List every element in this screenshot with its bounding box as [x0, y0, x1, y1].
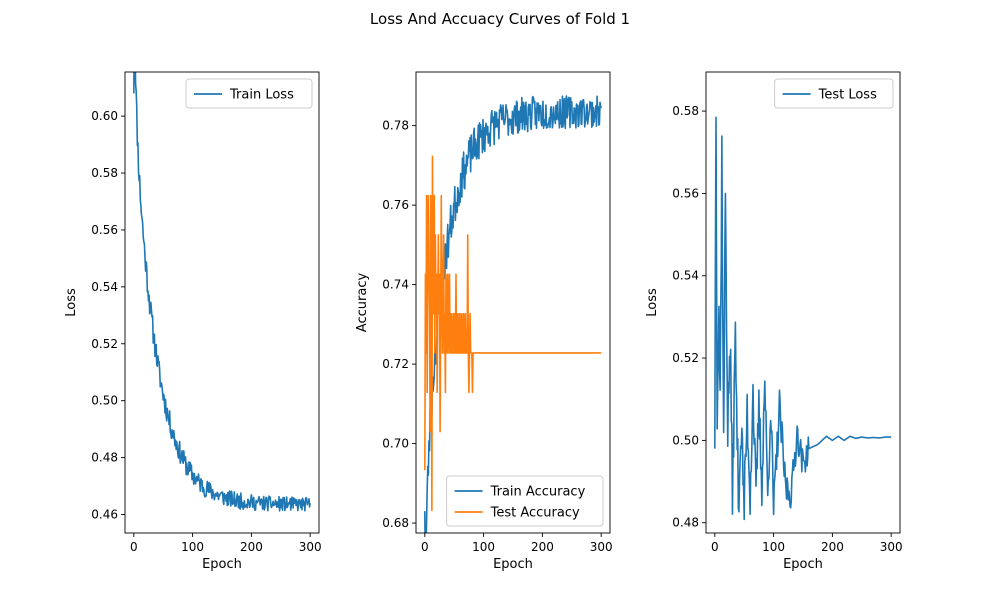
axes-frame [124, 71, 320, 534]
figure-title: Loss And Accuacy Curves of Fold 1 [370, 10, 630, 28]
y-axis-label: Loss [645, 288, 660, 317]
legend: Train Loss [185, 78, 313, 109]
y-tick-label: 0.58 [91, 166, 118, 180]
y-tick-label: 0.48 [672, 516, 699, 530]
x-axis-label: Epoch [783, 557, 823, 572]
y-tick-label: 0.48 [91, 451, 118, 465]
y-tick-label: 0.50 [672, 433, 699, 447]
x-tick-label: 0 [711, 540, 719, 554]
x-tick-label: 200 [531, 540, 554, 554]
train-accuracy-line [424, 95, 602, 533]
y-tick-label: 0.56 [91, 223, 118, 237]
y-axis-label: Loss [64, 288, 79, 317]
y-tick-label: 0.56 [672, 186, 699, 200]
x-tick-label: 300 [590, 540, 613, 554]
legend: Train Accuracy Test Accuracy [446, 475, 604, 527]
x-tick-label: 300 [299, 540, 322, 554]
x-tick-label: 100 [181, 540, 204, 554]
axes-frame [415, 71, 611, 534]
y-tick-label: 0.46 [91, 508, 118, 522]
legend-label: Test Loss [818, 88, 877, 103]
x-tick-label: 100 [762, 540, 785, 554]
y-tick-label: 0.76 [382, 198, 409, 212]
x-axis-label: Epoch [493, 557, 533, 572]
legend-label: Train Accuracy [490, 485, 586, 500]
x-tick-label: 200 [240, 540, 263, 554]
x-tick-label: 0 [421, 540, 429, 554]
y-tick-label: 0.54 [91, 280, 118, 294]
test-loss-panel: 0 100 200 300 0.48 0.50 0.52 0.54 0.56 0.58 Epoch L… [645, 71, 903, 572]
x-axis-label: Epoch [202, 557, 242, 572]
y-tick-label: 0.52 [672, 351, 699, 365]
train-loss-panel: 0 100 200 300 0.46 0.48 0.50 0.52 0.54 0.56 0.58 0.… [64, 71, 322, 572]
y-tick-label: 0.70 [382, 437, 409, 451]
legend-label: Train Loss [229, 88, 294, 103]
y-tick-label: 0.60 [91, 109, 118, 123]
y-axis-label: Accuracy [355, 273, 370, 333]
y-tick-label: 0.54 [672, 269, 699, 283]
y-tick-label: 0.68 [382, 516, 409, 530]
x-tick-label: 0 [130, 540, 138, 554]
y-tick-label: 0.50 [91, 394, 118, 408]
y-tick-label: 0.52 [91, 337, 118, 351]
legend-box [774, 78, 894, 109]
legend-label: Test Accuracy [490, 506, 580, 521]
x-tick-label: 300 [880, 540, 903, 554]
accuracy-panel: 0 100 200 300 0.68 0.70 0.72 0.74 0.76 0.78 Epoch A… [355, 71, 613, 572]
test-accuracy-line [424, 155, 602, 512]
y-tick-label: 0.58 [672, 104, 699, 118]
axes-frame [705, 71, 901, 534]
legend: Test Loss [774, 78, 894, 109]
test-loss-line [714, 116, 892, 521]
x-tick-label: 200 [821, 540, 844, 554]
train-loss-line [133, 72, 311, 512]
legend-box [446, 475, 604, 527]
y-tick-label: 0.78 [382, 119, 409, 133]
legend-box [185, 78, 313, 109]
x-tick-label: 100 [472, 540, 495, 554]
y-tick-label: 0.72 [382, 357, 409, 371]
y-tick-label: 0.74 [382, 278, 409, 292]
